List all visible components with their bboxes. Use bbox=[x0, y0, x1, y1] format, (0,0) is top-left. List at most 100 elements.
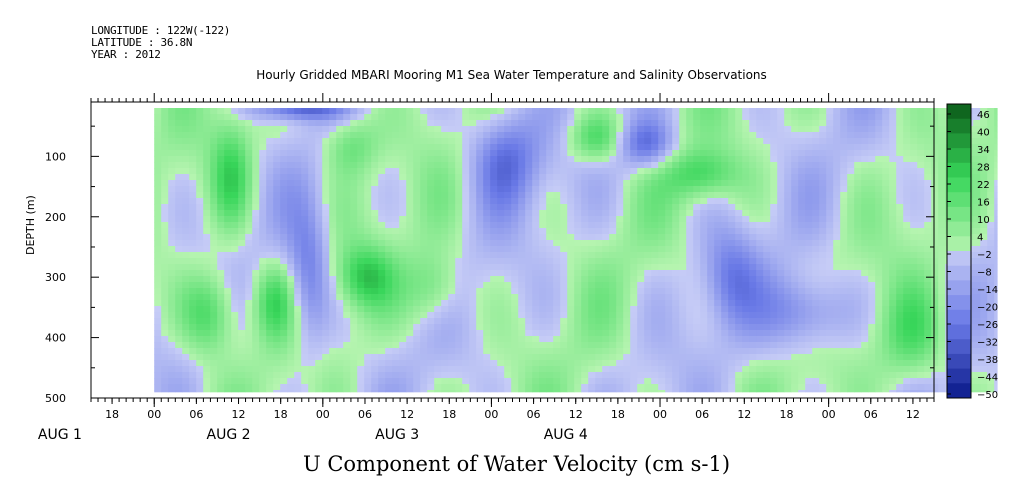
heatmap-cell bbox=[280, 258, 288, 265]
heatmap-cell bbox=[455, 174, 463, 181]
heatmap-cell bbox=[826, 288, 834, 295]
heatmap-cell bbox=[861, 186, 869, 193]
heatmap-cell bbox=[553, 156, 561, 163]
heatmap-cell bbox=[161, 312, 169, 319]
heatmap-cell bbox=[511, 216, 519, 223]
heatmap-cell bbox=[630, 300, 638, 307]
heatmap-cell bbox=[448, 186, 456, 193]
heatmap-cell bbox=[770, 216, 778, 223]
heatmap-cell bbox=[987, 342, 995, 349]
heatmap-cell bbox=[273, 144, 281, 151]
heatmap-cell bbox=[651, 108, 659, 115]
heatmap-cell bbox=[294, 156, 302, 163]
heatmap-cell bbox=[168, 336, 176, 343]
heatmap-cell bbox=[812, 270, 820, 277]
heatmap-cell bbox=[672, 252, 680, 259]
heatmap-cell bbox=[658, 162, 666, 169]
heatmap-cell bbox=[889, 258, 897, 265]
heatmap-cell bbox=[882, 252, 890, 259]
heatmap-cell bbox=[581, 300, 589, 307]
heatmap-cell bbox=[616, 228, 624, 235]
heatmap-cell bbox=[511, 174, 519, 181]
heatmap-cell bbox=[693, 288, 701, 295]
heatmap-cell bbox=[539, 228, 547, 235]
heatmap-cell bbox=[588, 228, 596, 235]
heatmap-cell bbox=[840, 312, 848, 319]
heatmap-cell bbox=[700, 132, 708, 139]
heatmap-cell bbox=[595, 222, 603, 229]
heatmap-cell bbox=[553, 222, 561, 229]
heatmap-cell bbox=[812, 312, 820, 319]
heatmap-cell bbox=[343, 348, 351, 355]
heatmap-cell bbox=[707, 144, 715, 151]
heatmap-cell bbox=[357, 234, 365, 241]
heatmap-cell bbox=[637, 246, 645, 253]
heatmap-cell bbox=[917, 258, 925, 265]
heatmap-cell bbox=[588, 204, 596, 211]
heatmap-cell bbox=[231, 150, 239, 157]
heatmap-cell bbox=[581, 240, 589, 247]
heatmap-cell bbox=[854, 138, 862, 145]
heatmap-cell bbox=[784, 252, 792, 259]
heatmap-cell bbox=[259, 174, 267, 181]
heatmap-cell bbox=[707, 132, 715, 139]
heatmap-cell bbox=[609, 150, 617, 157]
heatmap-cell bbox=[791, 288, 799, 295]
heatmap-cell bbox=[231, 162, 239, 169]
heatmap-cell bbox=[189, 282, 197, 289]
heatmap-cell bbox=[294, 234, 302, 241]
heatmap-cell bbox=[504, 192, 512, 199]
heatmap-cell bbox=[644, 162, 652, 169]
heatmap-cell bbox=[917, 180, 925, 187]
heatmap-cell bbox=[525, 288, 533, 295]
heatmap-cell bbox=[875, 300, 883, 307]
heatmap-cell bbox=[483, 186, 491, 193]
heatmap-cell bbox=[406, 324, 414, 331]
heatmap-cell bbox=[217, 270, 225, 277]
heatmap-cell bbox=[532, 108, 540, 115]
heatmap-cell bbox=[567, 210, 575, 217]
heatmap-cell bbox=[168, 174, 176, 181]
heatmap-cell bbox=[245, 348, 253, 355]
heatmap-cell bbox=[462, 162, 470, 169]
heatmap-cell bbox=[490, 312, 498, 319]
heatmap-cell bbox=[343, 168, 351, 175]
heatmap-cell bbox=[231, 114, 239, 121]
heatmap-cell bbox=[532, 168, 540, 175]
heatmap-cell bbox=[322, 180, 330, 187]
heatmap-cell bbox=[938, 228, 946, 235]
heatmap-cell bbox=[889, 210, 897, 217]
heatmap-cell bbox=[588, 336, 596, 343]
heatmap-cell bbox=[672, 204, 680, 211]
heatmap-cell bbox=[651, 342, 659, 349]
heatmap-cell bbox=[693, 306, 701, 313]
heatmap-cell bbox=[378, 120, 386, 127]
heatmap-cell bbox=[182, 258, 190, 265]
heatmap-cell bbox=[910, 336, 918, 343]
heatmap-cell bbox=[987, 138, 995, 145]
heatmap-cell bbox=[315, 324, 323, 331]
heatmap-cell bbox=[896, 120, 904, 127]
heatmap-cell bbox=[441, 174, 449, 181]
heatmap-cell bbox=[252, 204, 260, 211]
heatmap-cell bbox=[938, 330, 946, 337]
heatmap-cell bbox=[756, 336, 764, 343]
heatmap-cell bbox=[532, 192, 540, 199]
heatmap-cell bbox=[805, 300, 813, 307]
heatmap-cell bbox=[763, 288, 771, 295]
heatmap-cell bbox=[798, 192, 806, 199]
heatmap-cell bbox=[343, 336, 351, 343]
heatmap-cell bbox=[973, 120, 981, 127]
heatmap-cell bbox=[714, 336, 722, 343]
heatmap-cell bbox=[413, 252, 421, 259]
heatmap-cell bbox=[217, 114, 225, 121]
heatmap-cell bbox=[994, 312, 998, 319]
heatmap-cell bbox=[322, 294, 330, 301]
heatmap-cell bbox=[406, 270, 414, 277]
heatmap-cell bbox=[217, 192, 225, 199]
heatmap-cell bbox=[189, 132, 197, 139]
heatmap-cell bbox=[931, 348, 939, 355]
heatmap-cell bbox=[238, 312, 246, 319]
heatmap-cell bbox=[315, 186, 323, 193]
heatmap-cell bbox=[693, 138, 701, 145]
